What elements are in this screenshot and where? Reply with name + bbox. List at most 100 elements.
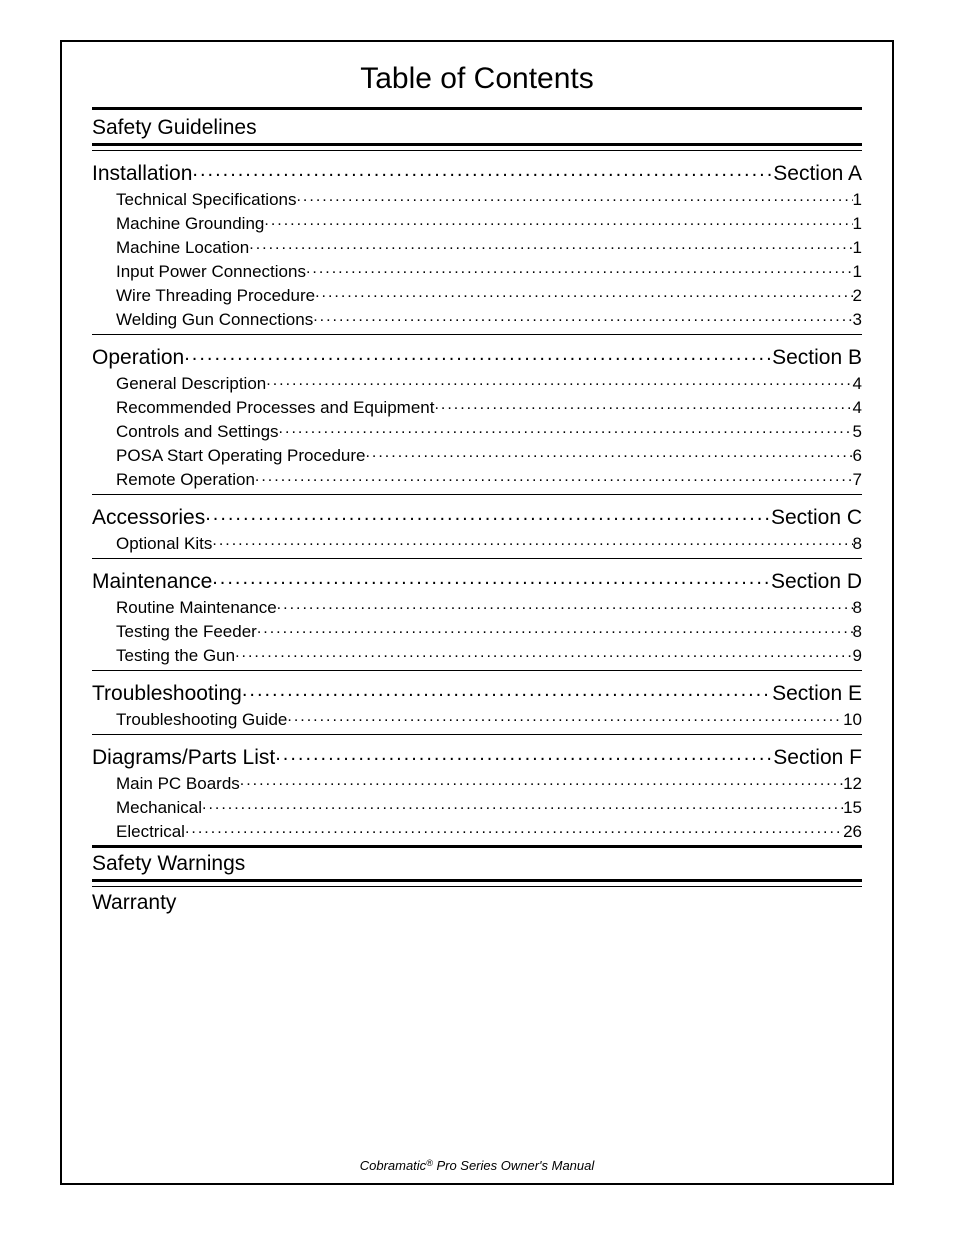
footer-prefix: Cobramatic (360, 1158, 426, 1173)
toc-sub-label: Machine Grounding (116, 214, 264, 234)
toc-sub-value: 26 (843, 822, 862, 842)
leader-dots (235, 644, 852, 661)
leader-dots (275, 743, 773, 764)
toc-sub-value: 10 (843, 710, 862, 730)
separator (92, 845, 862, 848)
leader-dots (266, 372, 852, 389)
toc-section-value: Section E (772, 682, 862, 706)
leader-dots (277, 596, 853, 613)
toc-sub-line: Testing the Feeder 8 (116, 620, 862, 642)
toc-sub-value: 8 (853, 534, 862, 554)
toc-sub-label: Machine Location (116, 238, 249, 258)
toc-sub-label: Troubleshooting Guide (116, 710, 287, 730)
toc-section-value: Section D (771, 570, 862, 594)
toc-sub-value: 5 (853, 422, 862, 442)
toc-sub-line: Controls and Settings 5 (116, 420, 862, 442)
content-frame: Table of Contents Safety Guidelines Insta… (60, 40, 894, 1185)
toc-sub-value: 15 (843, 798, 862, 818)
toc-section-value: Section B (772, 346, 862, 370)
toc-section-line: Operation Section B (92, 343, 862, 370)
toc-sub-line: Wire Threading Procedure 2 (116, 284, 862, 306)
separator (92, 734, 862, 735)
toc-standalone-heading: Safety Warnings (92, 852, 862, 876)
spacer (92, 917, 862, 1152)
toc-sub-label: Recommended Processes and Equipment (116, 398, 434, 418)
toc-sub-label: Technical Specifications (116, 190, 296, 210)
toc-sub-label: Testing the Gun (116, 646, 235, 666)
toc-sub-label: Input Power Connections (116, 262, 306, 282)
toc-sub-line: General Description 4 (116, 372, 862, 394)
leader-dots (306, 260, 853, 277)
leader-dots (434, 396, 852, 413)
toc-sub-line: Routine Maintenance 8 (116, 596, 862, 618)
leader-dots (257, 620, 853, 637)
separator (92, 886, 862, 887)
separator (92, 143, 862, 146)
footer-reg: ® (426, 1158, 433, 1168)
separator (92, 558, 862, 559)
toc-sub-label: Main PC Boards (116, 774, 240, 794)
toc-sub-line: Welding Gun Connections 3 (116, 308, 862, 330)
toc-sub-label: Electrical (116, 822, 185, 842)
toc-sub-label: Controls and Settings (116, 422, 279, 442)
leader-dots (255, 468, 853, 485)
leader-dots (212, 532, 852, 549)
toc-section-line: Troubleshooting Section E (92, 679, 862, 706)
leader-dots (184, 343, 772, 364)
toc-section-label: Diagrams/Parts List (92, 746, 275, 770)
toc-sub-line: Main PC Boards 12 (116, 772, 862, 794)
toc-sub-label: Wire Threading Procedure (116, 286, 315, 306)
toc-section-value: Section A (773, 162, 862, 186)
toc-sub-label: Remote Operation (116, 470, 255, 490)
toc-sub-value: 1 (853, 190, 862, 210)
separator (92, 150, 862, 151)
toc-sub-value: 1 (853, 214, 862, 234)
toc-sub-label: POSA Start Operating Procedure (116, 446, 365, 466)
leader-dots (365, 444, 852, 461)
toc-sub-label: General Description (116, 374, 266, 394)
separator (92, 494, 862, 495)
leader-dots (279, 420, 853, 437)
toc-sub-value: 4 (853, 398, 862, 418)
toc-sub-label: Optional Kits (116, 534, 212, 554)
separator (92, 107, 862, 110)
leader-dots (240, 772, 843, 789)
leader-dots (296, 188, 852, 205)
page-title: Table of Contents (92, 62, 862, 96)
toc-section-line: Accessories Section C (92, 503, 862, 530)
footer-suffix: Pro Series Owner's Manual (433, 1158, 594, 1173)
leader-dots (242, 679, 772, 700)
leader-dots (249, 236, 852, 253)
leader-dots (202, 796, 843, 813)
toc-standalone-heading: Warranty (92, 891, 862, 915)
toc-standalone-label: Safety Guidelines (92, 116, 257, 139)
toc-sub-value: 12 (843, 774, 862, 794)
toc-sub-line: Testing the Gun 9 (116, 644, 862, 666)
toc-section-label: Installation (92, 162, 192, 186)
toc-sub-value: 1 (853, 238, 862, 258)
toc-sub-line: Machine Grounding 1 (116, 212, 862, 234)
toc-sub-line: Recommended Processes and Equipment 4 (116, 396, 862, 418)
toc-standalone-label: Safety Warnings (92, 852, 245, 875)
toc-sub-line: Input Power Connections 1 (116, 260, 862, 282)
toc-sub-value: 6 (853, 446, 862, 466)
toc-sub-line: Remote Operation 7 (116, 468, 862, 490)
toc-section-value: Section C (771, 506, 862, 530)
toc-sub-line: Technical Specifications 1 (116, 188, 862, 210)
toc-sub-line: Optional Kits 8 (116, 532, 862, 554)
toc-section-label: Maintenance (92, 570, 212, 594)
leader-dots (212, 567, 771, 588)
toc-sub-label: Mechanical (116, 798, 202, 818)
toc-sub-value: 8 (853, 622, 862, 642)
toc-section-line: Diagrams/Parts List Section F (92, 743, 862, 770)
toc-sub-value: 4 (853, 374, 862, 394)
toc-sub-label: Welding Gun Connections (116, 310, 313, 330)
toc-sub-line: Machine Location 1 (116, 236, 862, 258)
toc-sub-value: 7 (853, 470, 862, 490)
toc-standalone-heading: Safety Guidelines (92, 116, 862, 140)
leader-dots (205, 503, 771, 524)
leader-dots (192, 159, 773, 180)
page: Table of Contents Safety Guidelines Insta… (0, 0, 954, 1235)
toc-section-line: Installation Section A (92, 159, 862, 186)
separator (92, 879, 862, 882)
